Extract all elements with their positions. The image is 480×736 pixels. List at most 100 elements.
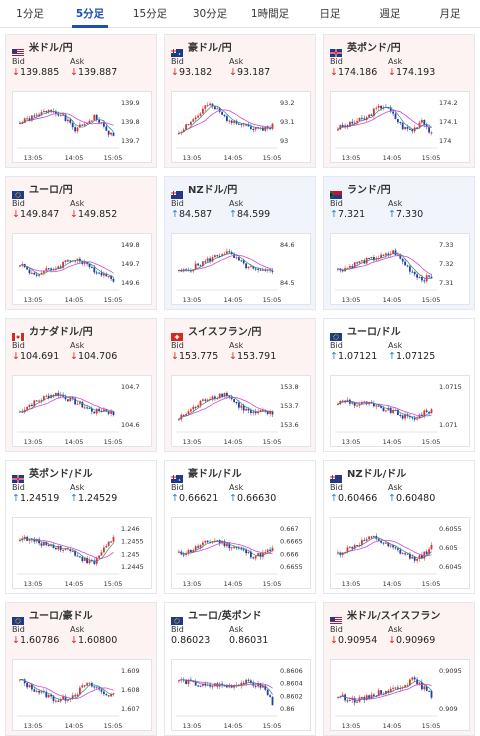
- candle: [257, 411, 259, 414]
- currency-pair-name[interactable]: ユーロ/ドル: [347, 326, 401, 338]
- currency-card[interactable]: 米ドル/円 Bid Ask ↓139.885 ↓139.887 139.9 139.8 139…: [5, 34, 157, 168]
- currency-pair-name[interactable]: 米ドル/スイスフラン: [347, 610, 441, 622]
- candle: [346, 125, 349, 127]
- candle: [418, 277, 421, 279]
- currency-card[interactable]: ユーロ/英ポンド Bid Ask 0.86023 0.86031 0.8606 0.8604…: [164, 602, 316, 736]
- tab-7[interactable]: 月足: [439, 8, 461, 20]
- bid-price: 0.86023: [171, 635, 229, 646]
- currency-card[interactable]: NZドル/ドル Bid Ask ↑0.60466 ↑0.60480 0.6055 0.605…: [323, 460, 475, 594]
- candle: [358, 544, 361, 546]
- candle: [204, 540, 207, 543]
- candle: [33, 400, 36, 407]
- price-chart[interactable]: 1.246 1.2455 1.245 1.2445 13:05 14:05 15:05: [12, 517, 152, 589]
- price-chart[interactable]: 7.33 7.32 7.31 13:05 14:05 15:05: [330, 233, 470, 305]
- currency-pair-name[interactable]: 英ポンド/円: [347, 42, 401, 54]
- currency-card[interactable]: ユーロ/円 Bid Ask ↓149.847 ↓149.852 149.8 149.7 149…: [5, 176, 157, 310]
- currency-card[interactable]: 英ポンド/円 Bid Ask ↓174.186 ↓174.193 174.2 174.1 17…: [323, 34, 475, 168]
- candle: [45, 541, 48, 545]
- bid-price: ↓153.775: [171, 351, 229, 362]
- currency-card[interactable]: ユーロ/豪ドル Bid Ask ↓1.60786 ↓1.60800 1.609 1.608 1…: [5, 602, 157, 736]
- candle: [375, 107, 378, 109]
- ask-label: Ask: [70, 625, 85, 634]
- bid-price: ↓1.60786: [12, 635, 70, 646]
- candle: [262, 409, 264, 411]
- candle: [86, 407, 88, 409]
- currency-pair-name[interactable]: 英ポンド/ドル: [29, 468, 93, 480]
- price-chart[interactable]: 1.609 1.608 1.607 13:05 14:05 15:05: [12, 659, 152, 731]
- currency-card[interactable]: 豪ドル/円 Bid Ask ↓93.182 ↓93.187 93.2 93.1 93 13:05…: [164, 34, 316, 168]
- currency-card[interactable]: ユーロ/ドル Bid Ask ↑1.07121 ↑1.07125 1.0715 1.071 1…: [323, 318, 475, 452]
- currency-pair-name[interactable]: カナダドル/円: [29, 326, 93, 338]
- currency-pair-name[interactable]: 豪ドル/円: [188, 42, 232, 54]
- price-chart[interactable]: 174.2 174.1 174 13:05 14:05 15:05: [330, 91, 470, 163]
- candle: [387, 253, 390, 255]
- candle: [254, 127, 257, 130]
- currency-pair-name[interactable]: ランド/円: [347, 184, 391, 196]
- x-tick-label: 14:05: [65, 722, 84, 730]
- x-tick-label: 14:05: [383, 154, 402, 162]
- y-tick-label: 1.2455: [121, 538, 144, 546]
- tab-4[interactable]: 1時間足: [250, 8, 290, 20]
- candle: [190, 550, 192, 552]
- ask-price-value: 139.887: [77, 67, 118, 78]
- candle: [404, 553, 406, 555]
- currency-pair-name[interactable]: NZドル/円: [188, 184, 238, 196]
- currency-card[interactable]: 豪ドル/ドル Bid Ask ↑0.66621 ↑0.66630 0.667 0.6665 0…: [164, 460, 316, 594]
- y-tick-label: 93.2: [280, 99, 294, 107]
- price-chart[interactable]: 0.667 0.6665 0.666 0.6655 13:05 14:05 15:05: [171, 517, 311, 589]
- price-chart[interactable]: 93.2 93.1 93 13:05 14:05 15:05: [171, 91, 311, 163]
- candle: [83, 262, 86, 264]
- currency-pair-name[interactable]: 豪ドル/ドル: [188, 468, 242, 480]
- tab-3[interactable]: 30分足: [192, 8, 228, 20]
- x-tick-label: 15:05: [104, 296, 123, 304]
- tab-5[interactable]: 日足: [319, 8, 341, 20]
- currency-card[interactable]: ランド/円 Bid Ask ↑7.321 ↑7.330 7.33 7.32 7.31 13:05…: [323, 176, 475, 310]
- ask-label: Ask: [70, 483, 85, 492]
- candle: [185, 553, 187, 555]
- currency-pair-name[interactable]: 米ドル/円: [29, 42, 73, 54]
- candle: [416, 558, 418, 561]
- candle: [88, 263, 91, 268]
- candle: [33, 272, 36, 275]
- tab-1[interactable]: 5分足: [60, 0, 120, 28]
- tab-2[interactable]: 15分足: [132, 8, 168, 20]
- currency-pair-name[interactable]: NZドル/ドル: [347, 468, 407, 480]
- currency-card[interactable]: 米ドル/スイスフラン Bid Ask ↓0.90954 ↓0.90969 0.9095 0.…: [323, 602, 475, 736]
- candle: [40, 112, 43, 116]
- candle: [100, 122, 103, 124]
- arrow-up-icon: ↑: [330, 209, 338, 220]
- price-chart[interactable]: 0.8606 0.8604 0.8602 0.86 13:05 14:05 15:05: [171, 659, 311, 731]
- currency-pair-name[interactable]: ユーロ/豪ドル: [29, 610, 93, 622]
- price-chart[interactable]: 0.6055 0.605 0.6045 13:05 14:05 15:05: [330, 517, 470, 589]
- currency-pair-name[interactable]: ユーロ/円: [29, 184, 73, 196]
- candle: [64, 548, 67, 550]
- price-chart[interactable]: 104.7 104.6 13:05 14:05 15:05: [12, 375, 152, 447]
- currency-card[interactable]: 英ポンド/ドル Bid Ask ↑1.24519 ↑1.24529 1.246 1.2455…: [5, 460, 157, 594]
- price-chart[interactable]: 139.9 139.8 139.7 13:05 14:05 15:05: [12, 91, 152, 163]
- currency-pair-name[interactable]: スイスフラン/円: [188, 326, 262, 338]
- bid-price-value: 1.60786: [19, 635, 60, 646]
- price-chart[interactable]: 0.9095 0.909 13:05 14:05 15:05: [330, 659, 470, 731]
- currency-card[interactable]: スイスフラン/円 Bid Ask ↓153.775 ↓153.791 153.8 153.7…: [164, 318, 316, 452]
- price-row: 0.86023 0.86031: [171, 635, 309, 646]
- candle: [356, 120, 358, 123]
- candle: [370, 256, 373, 259]
- bid-ask-labels: Bid Ask: [330, 199, 468, 208]
- currency-card[interactable]: カナダドル/円 Bid Ask ↓104.691 ↓104.706 104.7 104.6 1…: [5, 318, 157, 452]
- currency-card[interactable]: NZドル/円 Bid Ask ↑84.587 ↑84.599 84.6 84.5 13:05 1…: [164, 176, 316, 310]
- tab-0[interactable]: 1分足: [16, 8, 44, 20]
- price-chart[interactable]: 1.0715 1.071 13:05 14:05 15:05: [330, 375, 470, 447]
- price-chart[interactable]: 153.8 153.7 153.6 13:05 14:05 15:05: [171, 375, 311, 447]
- currency-pair-name[interactable]: ユーロ/英ポンド: [188, 610, 262, 622]
- candle: [254, 556, 257, 559]
- price-chart-svg: 1.0715 1.071 13:05 14:05 15:05: [335, 383, 462, 446]
- candle: [55, 111, 57, 115]
- price-chart[interactable]: 149.8 149.7 149.6 13:05 14:05 15:05: [12, 233, 152, 305]
- candle: [245, 679, 247, 684]
- ask-price: ↓174.193: [388, 67, 446, 78]
- candle: [43, 541, 45, 546]
- candle: [409, 553, 411, 559]
- tab-6[interactable]: 週足: [379, 8, 401, 20]
- bid-price-value: 0.60466: [337, 493, 378, 504]
- price-chart[interactable]: 84.6 84.5 13:05 14:05 15:05: [171, 233, 311, 305]
